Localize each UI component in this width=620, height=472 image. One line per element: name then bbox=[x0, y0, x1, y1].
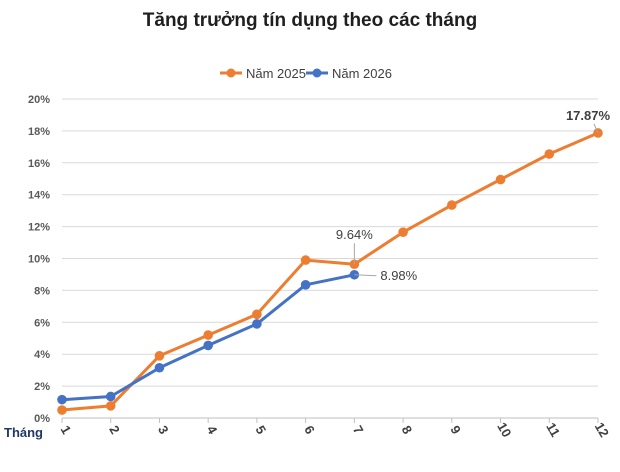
y-axis: 0% 2% 4% 6% 8% 10% 12% 14% 16% 18% 20% bbox=[28, 94, 50, 425]
x-tick-label: 8 bbox=[399, 423, 416, 437]
gridlines bbox=[62, 98, 598, 419]
x-tick-label: 4 bbox=[204, 423, 221, 437]
y-tick-label: 6% bbox=[34, 317, 50, 329]
legend-marker-2025 bbox=[226, 68, 236, 78]
data-label: 17.87% bbox=[566, 108, 611, 123]
x-tick-label: 7 bbox=[350, 423, 367, 437]
legend-item-2025: Năm 2025 bbox=[220, 66, 306, 81]
x-axis-label: Tháng bbox=[4, 425, 43, 440]
y-tick-label: 2% bbox=[34, 381, 50, 393]
x-tick-label: 3 bbox=[155, 423, 172, 437]
data-point bbox=[203, 340, 213, 351]
data-point bbox=[154, 350, 165, 361]
data-point bbox=[252, 309, 262, 320]
data-point bbox=[105, 401, 116, 411]
series-layer bbox=[57, 128, 603, 415]
data-label-leader bbox=[354, 274, 377, 277]
legend-label-2025: Năm 2025 bbox=[246, 66, 306, 81]
x-tick-label: 2 bbox=[106, 423, 123, 437]
data-label: 9.64% bbox=[336, 227, 373, 242]
data-point bbox=[300, 255, 311, 265]
chart-title: Tăng trưởng tín dụng theo các tháng bbox=[143, 10, 477, 31]
legend-marker-2026 bbox=[312, 68, 322, 78]
data-point bbox=[447, 200, 457, 210]
x-tick-label: 1 bbox=[58, 423, 75, 437]
y-tick-label: 14% bbox=[28, 190, 50, 202]
data-point bbox=[544, 149, 555, 159]
legend-label-2026: Năm 2026 bbox=[332, 66, 392, 81]
data-point bbox=[300, 280, 311, 290]
data-point bbox=[252, 319, 262, 329]
x-tick-label: 12 bbox=[592, 420, 612, 440]
series-năm-2025 bbox=[57, 128, 603, 415]
y-tick-label: 16% bbox=[28, 158, 50, 170]
x-tick-label: 6 bbox=[301, 423, 318, 437]
legend-item-2026: Năm 2026 bbox=[306, 66, 392, 81]
series-line bbox=[60, 131, 600, 412]
x-tick-label: 9 bbox=[447, 423, 464, 437]
data-point bbox=[105, 391, 116, 402]
data-point bbox=[495, 174, 506, 185]
y-tick-label: 0% bbox=[34, 413, 50, 425]
y-tick-label: 10% bbox=[28, 254, 50, 266]
x-axis: 1 2 3 4 5 6 7 8 9 10 11 12 bbox=[58, 418, 612, 440]
legend: Năm 2025 Năm 2026 bbox=[220, 66, 392, 81]
y-tick-label: 12% bbox=[28, 222, 50, 234]
y-tick-label: 18% bbox=[28, 126, 50, 138]
x-tick-label: 5 bbox=[253, 423, 270, 437]
y-tick-label: 4% bbox=[34, 349, 50, 361]
data-point bbox=[398, 227, 408, 237]
x-tick-label: 10 bbox=[494, 420, 514, 440]
data-label: 8.98% bbox=[380, 268, 417, 283]
data-point bbox=[154, 362, 165, 373]
data-point bbox=[203, 330, 213, 340]
series-năm-2026 bbox=[57, 269, 360, 405]
data-label-leader bbox=[593, 123, 599, 134]
data-labels: 9.64% 8.98% 17.87% bbox=[336, 108, 611, 283]
y-tick-label: 20% bbox=[28, 94, 50, 106]
data-point bbox=[57, 394, 67, 405]
data-point bbox=[57, 405, 67, 415]
x-tick-label: 11 bbox=[543, 420, 563, 439]
y-tick-label: 8% bbox=[34, 285, 50, 297]
